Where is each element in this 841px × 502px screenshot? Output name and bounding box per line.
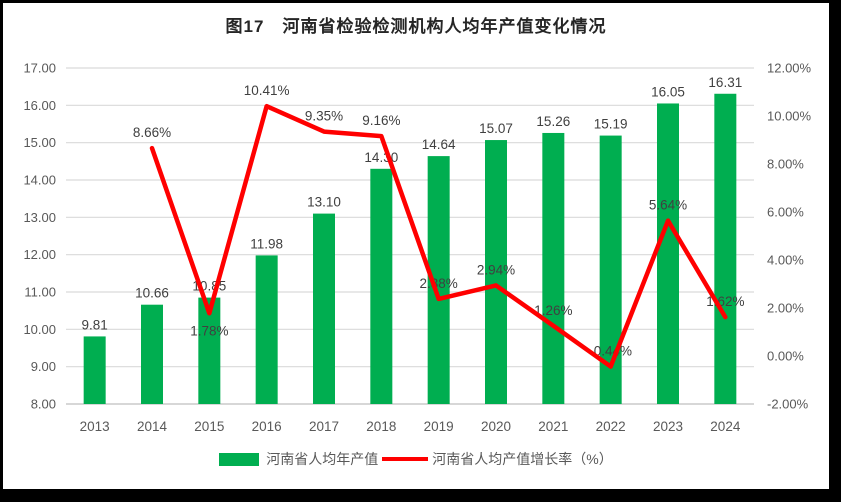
bar-value-label: 15.19	[594, 117, 628, 132]
line-point-label: 9.35%	[305, 109, 343, 124]
line-point-label: -0.44%	[589, 344, 632, 359]
bar-2024	[714, 93, 737, 404]
bar-2017	[313, 213, 335, 404]
bar-2016	[255, 255, 278, 404]
bar-2023	[657, 103, 679, 404]
line-point-label: 8.66%	[133, 125, 171, 140]
x-axis-category-label: 2023	[653, 419, 683, 434]
left-axis-tick-label: 15.00	[23, 135, 56, 150]
growth-rate-line	[149, 103, 728, 369]
bar-value-label: 16.31	[708, 75, 742, 90]
right-axis-tick-label: 12.00%	[767, 61, 812, 76]
left-axis-tick-label: 8.00	[31, 397, 56, 412]
bar-2013	[83, 336, 106, 404]
left-axis-tick-label: 11.00	[24, 285, 56, 300]
line-point-label: 9.16%	[362, 113, 400, 128]
legend-item-line-series: 河南省人均产值增长率（%）	[378, 449, 613, 469]
bar-value-label: 13.10	[307, 195, 341, 210]
right-axis-tick-label: 4.00%	[767, 253, 804, 268]
chart-title: 图17 河南省检验检测机构人均年产值变化情况	[225, 17, 607, 36]
right-axis-tick-label: 6.00%	[767, 205, 804, 220]
x-axis-category-label: 2015	[194, 419, 224, 434]
bar-value-label: 15.07	[479, 121, 513, 136]
chart-legend: 河南省人均年产值 河南省人均产值增长率（%）	[3, 449, 829, 469]
x-axis-category-label: 2019	[424, 419, 454, 434]
line-point-label: 5.64%	[649, 198, 687, 213]
legend-item-bar-series: 河南省人均年产值	[219, 449, 378, 469]
right-axis-tick-label: 0.00%	[767, 349, 804, 364]
bar-value-label: 14.30	[364, 150, 398, 165]
bar-value-label: 14.64	[422, 137, 456, 152]
bar-2015	[198, 297, 221, 404]
line-series-label: 河南省人均产值增长率（%）	[432, 451, 613, 467]
x-axis-category-label: 2018	[366, 419, 396, 434]
bar-series-label: 河南省人均年产值	[266, 451, 379, 467]
x-axis-category-label: 2016	[252, 419, 282, 434]
left-axis-tick-label: 12.00	[23, 247, 56, 262]
bar-value-label: 9.81	[82, 317, 108, 332]
left-axis-tick-label: 16.00	[23, 98, 56, 113]
bar-value-label: 10.66	[135, 286, 169, 301]
right-axis-tick-label: 8.00%	[767, 157, 804, 172]
line-series-marker-icon	[382, 457, 429, 461]
bar-value-label: 11.98	[250, 236, 283, 251]
right-axis-tick-label: 10.00%	[767, 109, 812, 124]
line-point-label: 1.26%	[534, 303, 572, 318]
bar-value-label: 16.05	[651, 84, 685, 99]
bar-value-label: 15.26	[536, 114, 570, 129]
bar-2018	[370, 168, 393, 404]
left-axis-tick-label: 13.00	[23, 210, 56, 225]
x-axis-category-label: 2014	[137, 419, 168, 434]
left-axis-tick-label: 17.00	[23, 61, 56, 76]
bar-2022	[599, 135, 622, 404]
x-axis-category-label: 2020	[481, 419, 511, 434]
x-axis-category-label: 2022	[596, 419, 626, 434]
line-point-label: 2.38%	[420, 276, 458, 291]
bar-2019	[427, 156, 450, 404]
bar-series-swatch-icon	[219, 452, 260, 466]
x-axis-category-label: 2021	[538, 419, 568, 434]
right-axis-tick-label: -2.00%	[767, 397, 809, 412]
line-point-label: 2.94%	[477, 262, 515, 277]
line-point-label: 10.41%	[244, 83, 290, 98]
left-axis-tick-label: 10.00	[23, 322, 56, 337]
x-axis-category-label: 2024	[710, 419, 741, 434]
x-axis-category-label: 2017	[309, 419, 339, 434]
chart-plot-area: 8.00 9.00 10.00 11.00 12.00 13.00 14.00 15.00 16…	[23, 61, 812, 435]
right-axis-tick-label: 2.00%	[767, 301, 804, 316]
left-axis-tick-label: 14.00	[23, 173, 56, 188]
left-axis-tick-label: 9.00	[31, 359, 56, 374]
x-axis-category-label: 2013	[80, 419, 110, 434]
bar-2021	[542, 132, 565, 404]
bar-2014	[141, 304, 163, 404]
line-point-label: 1.78%	[190, 323, 228, 338]
bar-2020	[485, 140, 507, 404]
